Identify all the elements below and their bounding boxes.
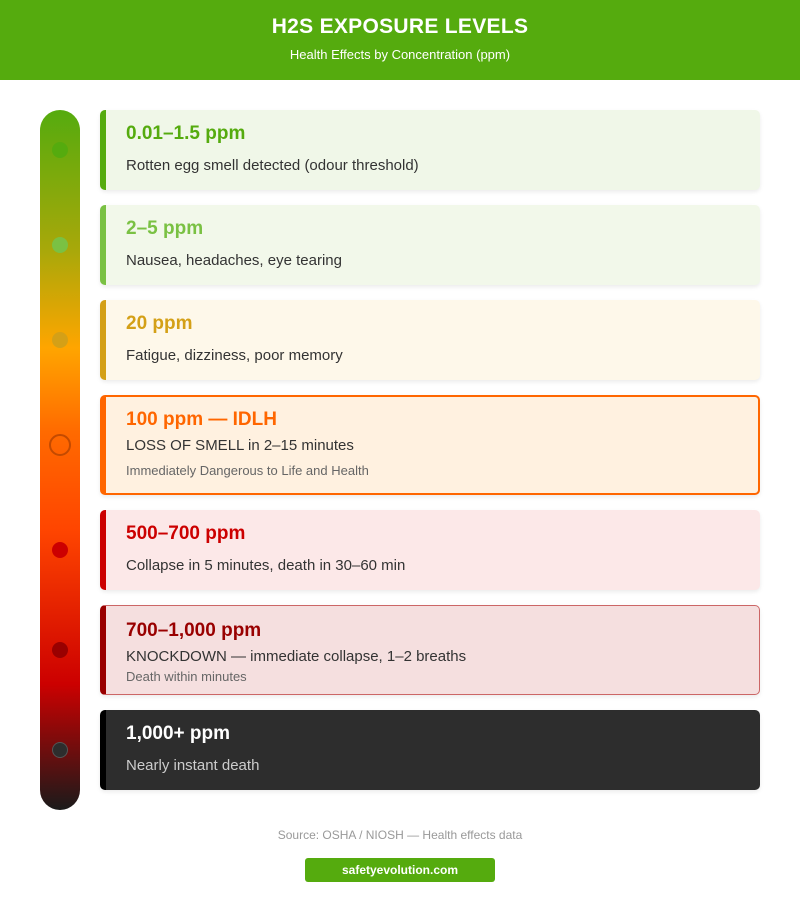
level-card: 1,000+ ppm Nearly instant death: [100, 710, 760, 790]
level-range: 700–1,000 ppm: [126, 620, 262, 641]
level-effect: LOSS OF SMELL in 2–15 minutes: [126, 437, 354, 454]
level-effect: Nausea, headaches, eye tearing: [126, 252, 342, 269]
level-effect: Rotten egg smell detected (odour thresho…: [126, 157, 419, 174]
level-card: 500–700 ppm Collapse in 5 minutes, death…: [100, 510, 760, 590]
level-effect: KNOCKDOWN — immediate collapse, 1–2 brea…: [126, 648, 467, 665]
level-dot: [52, 642, 68, 658]
level-note: Death within minutes: [126, 669, 247, 684]
website-link[interactable]: safetyevolution.com: [305, 858, 495, 882]
level-card-knockdown: 700–1,000 ppm KNOCKDOWN — immediate coll…: [100, 605, 760, 695]
level-effect: Fatigue, dizziness, poor memory: [126, 347, 343, 364]
level-dot: [52, 142, 68, 158]
level-range: 20 ppm: [126, 313, 193, 334]
level-dot: [52, 237, 68, 253]
source-note: Source: OSHA / NIOSH — Health effects da…: [277, 828, 523, 842]
level-effect: Collapse in 5 minutes, death in 30–60 mi…: [126, 557, 406, 574]
level-range: 1,000+ ppm: [126, 723, 231, 744]
level-card-idlh: 100 ppm — IDLH LOSS OF SMELL in 2–15 min…: [100, 395, 760, 495]
level-dot: [49, 434, 71, 456]
level-range: 2–5 ppm: [126, 218, 204, 239]
subtitle: Health Effects by Concentration (ppm): [289, 47, 511, 62]
level-range: 0.01–1.5 ppm: [126, 123, 246, 144]
level-note: Immediately Dangerous to Life and Health: [126, 463, 369, 478]
level-dot: [52, 742, 68, 758]
level-effect: Nearly instant death: [126, 757, 260, 774]
level-range: 500–700 ppm: [126, 523, 246, 544]
level-card: 0.01–1.5 ppm Rotten egg smell detected (…: [100, 110, 760, 190]
level-dot: [52, 332, 68, 348]
header: H2S EXPOSURE LEVELS Health Effects by Co…: [0, 0, 800, 80]
level-card: 20 ppm Fatigue, dizziness, poor memory: [100, 300, 760, 380]
level-card: 2–5 ppm Nausea, headaches, eye tearing: [100, 205, 760, 285]
level-dot: [52, 542, 68, 558]
level-range: 100 ppm — IDLH: [126, 409, 277, 430]
gradient-scale-bar: [40, 110, 80, 810]
title: H2S EXPOSURE LEVELS: [271, 15, 529, 38]
